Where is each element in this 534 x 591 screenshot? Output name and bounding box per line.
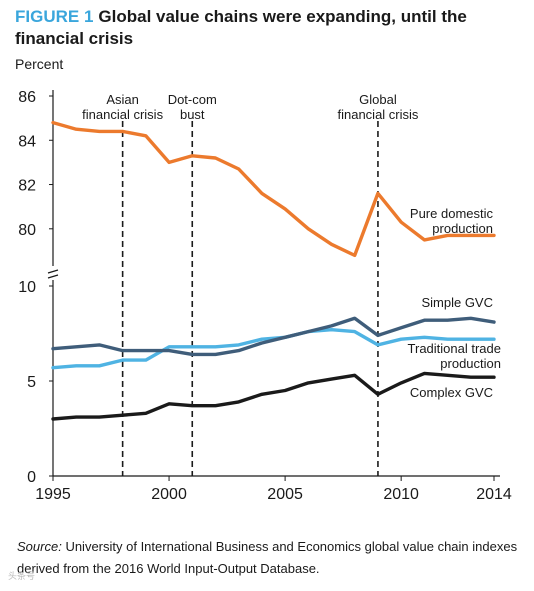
y-axis-unit-label: Percent: [15, 56, 64, 72]
x-tick-label: 1995: [35, 486, 71, 503]
x-tick-label: 2005: [267, 486, 303, 503]
figure-label: FIGURE 1: [15, 7, 94, 26]
x-tick-label: 2010: [383, 486, 419, 503]
y-tick-label-upper: 84: [18, 133, 36, 150]
y-tick-label-lower: 5: [27, 374, 36, 391]
y-tick-label-lower: 10: [18, 279, 36, 296]
y-tick-label-upper: 80: [18, 222, 36, 239]
series-line-traditional-trade: [51, 328, 496, 370]
event-label: Global: [359, 92, 397, 107]
series-label-complex-gvc: Complex GVC: [410, 385, 493, 400]
series-label-simple-gvc: Simple GVC: [421, 295, 493, 310]
source-label: Source:: [17, 539, 62, 554]
event-label: financial crisis: [82, 107, 163, 122]
y-tick-label-upper: 82: [18, 178, 36, 195]
event-label: Dot-com: [168, 92, 217, 107]
series-label-traditional-trade: production: [440, 356, 501, 371]
source-text: University of International Business and…: [17, 539, 518, 576]
y-tick-label-upper: 86: [18, 89, 36, 106]
series-line-simple-gvc: [51, 316, 496, 357]
figure-title: Global value chains were expanding, unti…: [15, 7, 467, 48]
chart-title: FIGURE 1 Global value chains were expandi…: [15, 6, 525, 50]
y-tick-label-lower: 0: [27, 469, 36, 486]
series-line-pure-domestic: [51, 120, 496, 258]
event-label: financial crisis: [337, 107, 418, 122]
x-tick-label: 2014: [476, 486, 512, 503]
watermark: 头条号: [8, 571, 36, 581]
event-label: bust: [180, 107, 205, 122]
x-tick-label: 2000: [151, 486, 187, 503]
series-label-pure-domestic: production: [432, 221, 493, 236]
source-note: Source: University of International Busi…: [17, 536, 527, 580]
axis-break-mark: [47, 269, 59, 279]
series-label-pure-domestic: Pure domestic: [410, 206, 494, 221]
series-line-complex-gvc: [51, 371, 496, 421]
series-label-traditional-trade: Traditional trade: [408, 341, 501, 356]
event-label: Asian: [106, 92, 139, 107]
